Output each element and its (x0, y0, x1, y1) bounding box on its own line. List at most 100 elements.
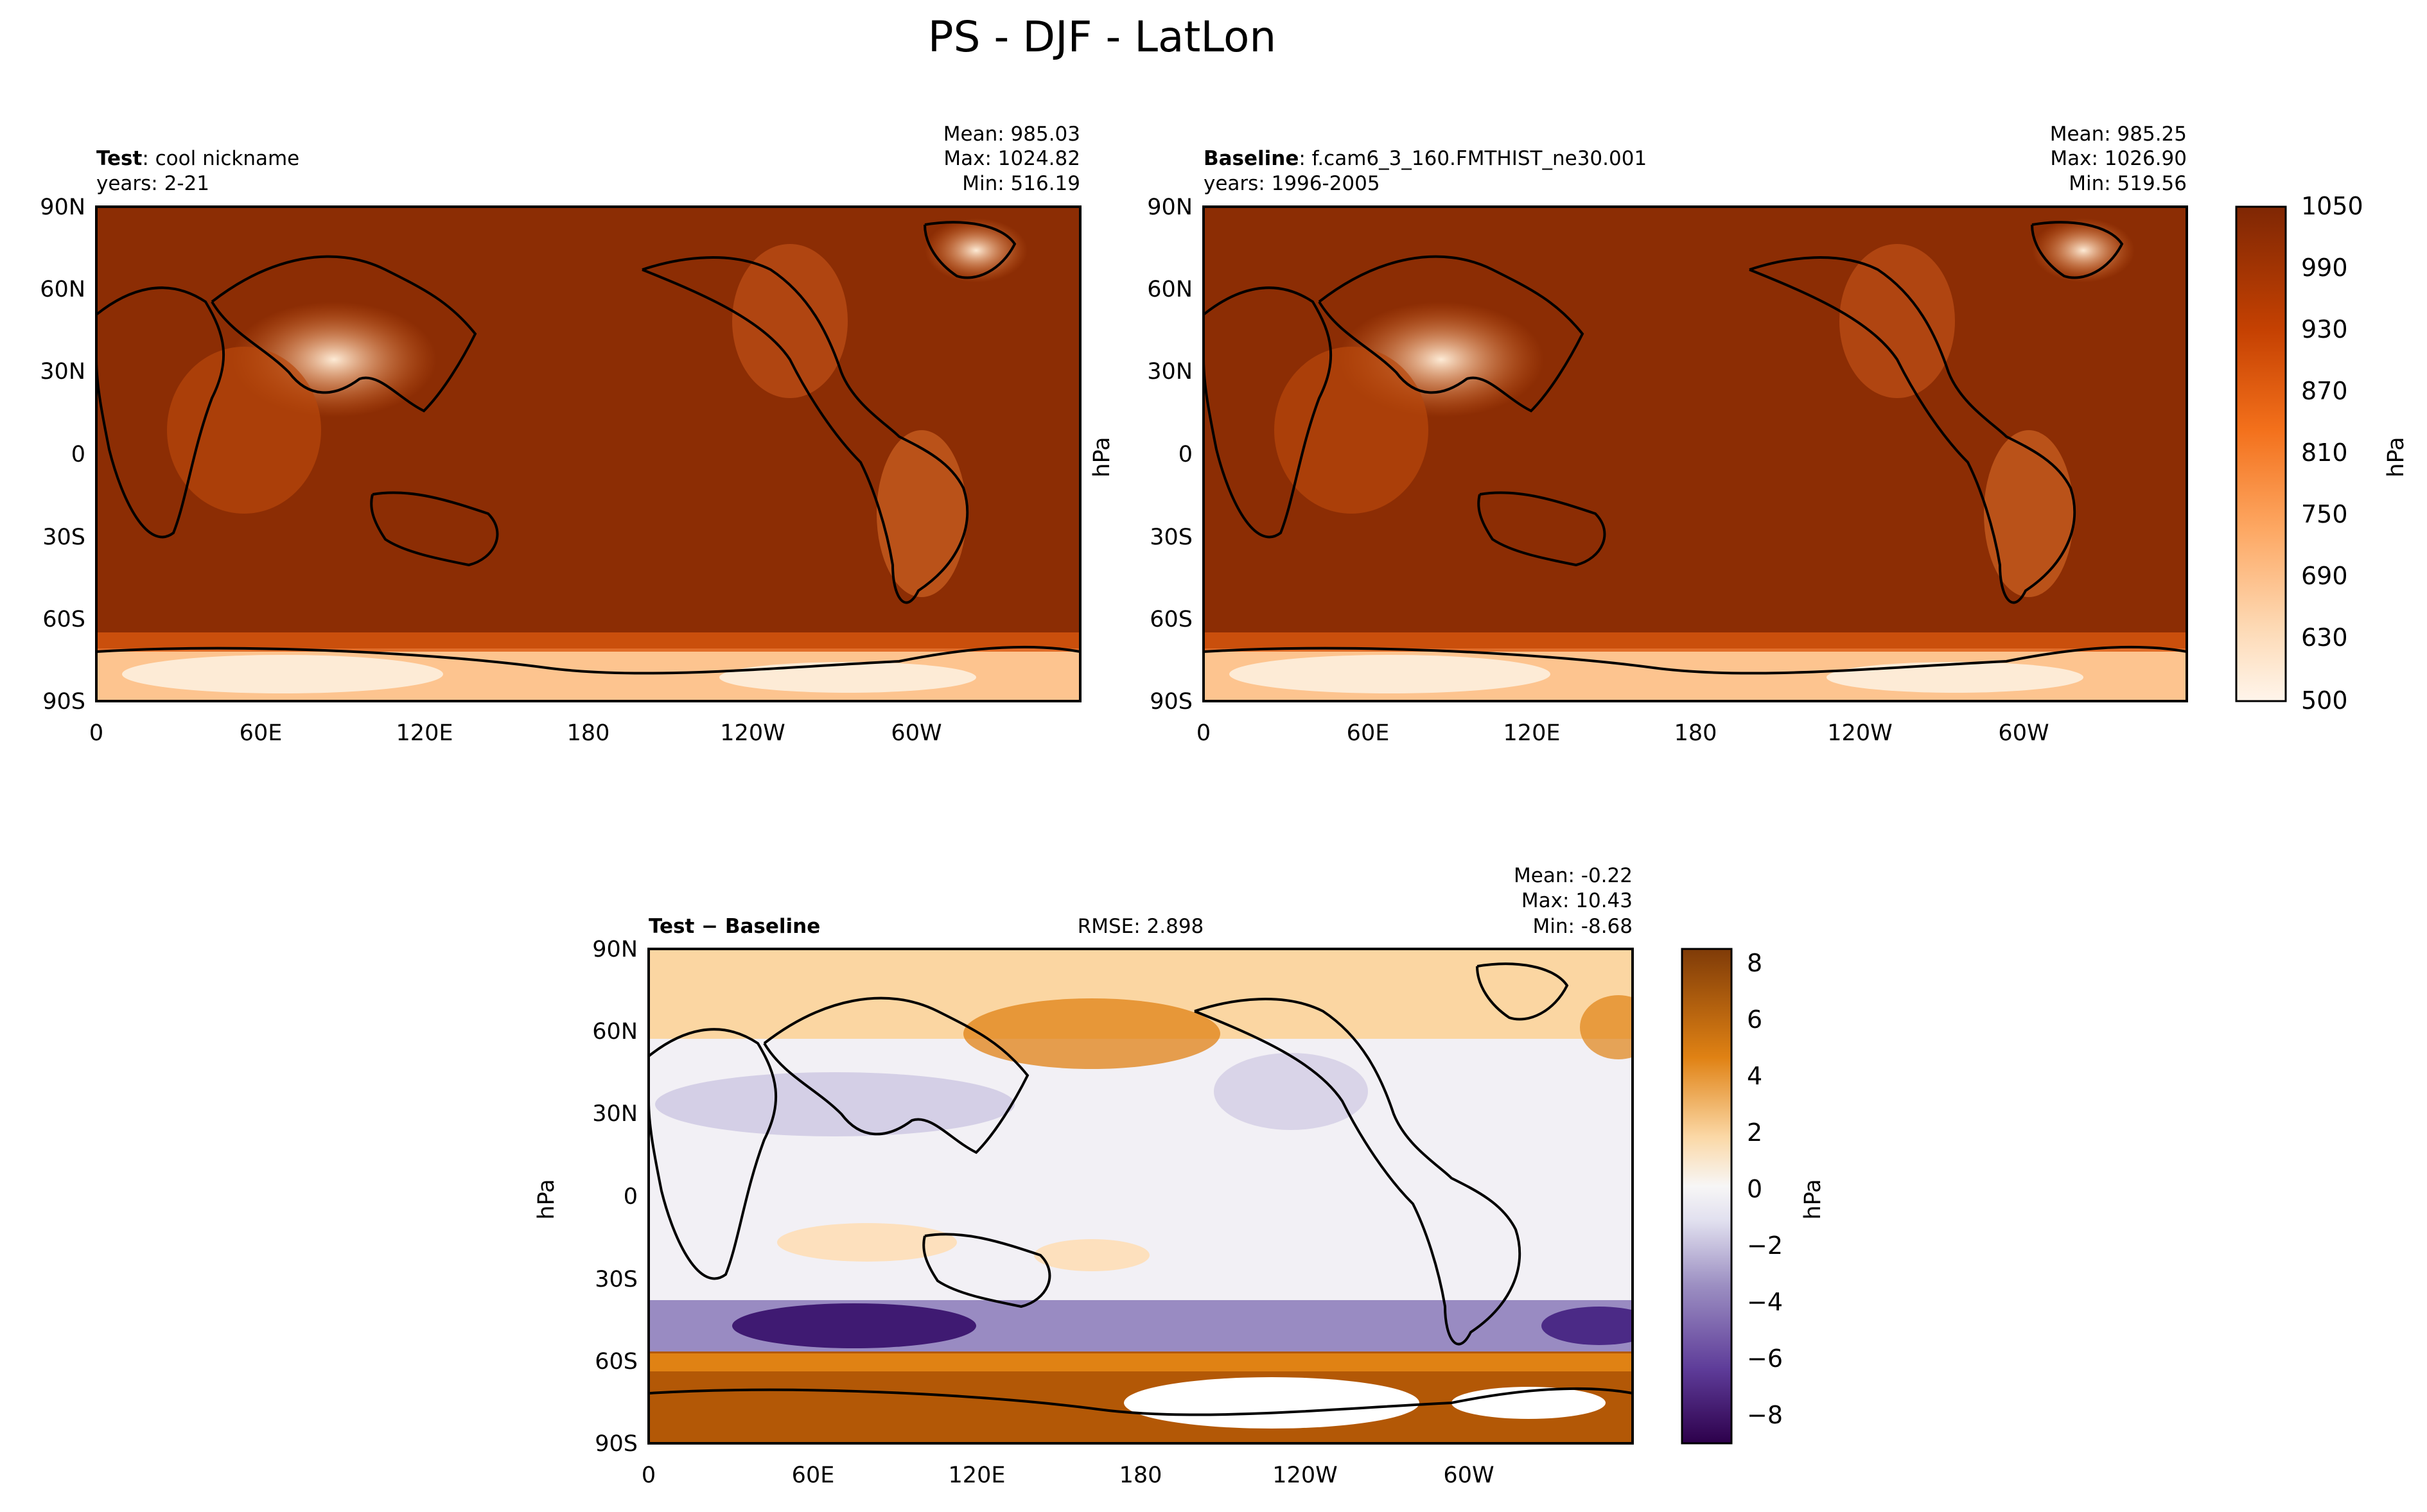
svg-text:810: 810 (2301, 439, 2348, 467)
svg-text:−4: −4 (1747, 1288, 1783, 1316)
colorbar-difference-ticks: 8 6 4 2 0 −2 −4 −6 −8 (1747, 949, 1783, 1429)
panel-test-yticks: 90N 60N 30N 0 30S 60S 90S (40, 195, 85, 715)
figure-title: PS - DJF - LatLon (928, 12, 1276, 62)
svg-text:990: 990 (2301, 254, 2348, 282)
colorbar-difference-label: hPa (1800, 1179, 1826, 1219)
panel-diff-rmse: RMSE: 2.898 (1078, 915, 1204, 938)
svg-text:6: 6 (1747, 1005, 1762, 1034)
svg-text:180: 180 (1674, 720, 1717, 746)
panel-baseline-xticks: 0 60E 120E 180 120W 60W (1196, 720, 2049, 746)
panel-diff: Test − Baseline RMSE: 2.898 Mean: -0.22 … (534, 864, 1634, 1488)
svg-text:1050: 1050 (2301, 192, 2363, 220)
colorbar-difference: 8 6 4 2 0 −2 −4 −6 −8 hPa (1681, 948, 1826, 1445)
svg-text:0: 0 (1178, 442, 1193, 467)
svg-text:60W: 60W (1443, 1463, 1494, 1488)
svg-text:60W: 60W (1998, 720, 2049, 746)
svg-text:630: 630 (2301, 623, 2348, 652)
svg-text:90N: 90N (1147, 195, 1193, 220)
svg-text:0: 0 (1747, 1175, 1762, 1203)
svg-text:180: 180 (1119, 1463, 1162, 1488)
panel-test: Test: cool nickname years: 2-21 Mean: 98… (40, 123, 1082, 746)
panel-baseline-max: Max: 1026.90 (2050, 147, 2187, 170)
svg-text:120W: 120W (1827, 720, 1892, 746)
panel-baseline-map (1204, 207, 2187, 701)
svg-text:60E: 60E (1347, 720, 1390, 746)
svg-text:90N: 90N (592, 937, 638, 962)
svg-text:120W: 120W (1272, 1463, 1337, 1488)
colorbar-absolute: 1050 990 930 870 810 750 690 630 500 hPa (2235, 192, 2409, 715)
svg-text:180: 180 (567, 720, 610, 746)
panel-test-label: Test: cool nickname (96, 147, 299, 170)
svg-text:930: 930 (2301, 315, 2348, 343)
coastlines (649, 962, 1633, 1416)
svg-text:8: 8 (1747, 949, 1762, 977)
panel-diff-label: Test − Baseline (649, 915, 820, 938)
svg-text:30S: 30S (1150, 525, 1193, 550)
svg-text:90N: 90N (40, 195, 85, 220)
svg-text:−2: −2 (1747, 1231, 1783, 1260)
panel-diff-ylabel: hPa (534, 1179, 559, 1219)
panel-test-xticks: 0 60E 120E 180 120W 60W (89, 720, 942, 746)
panel-test-frame (95, 205, 1082, 702)
panel-diff-mean: Mean: -0.22 (1514, 864, 1633, 887)
svg-text:0: 0 (71, 442, 85, 467)
svg-text:500: 500 (2301, 686, 2348, 715)
svg-text:90S: 90S (1150, 689, 1193, 715)
svg-text:870: 870 (2301, 377, 2348, 405)
svg-text:120E: 120E (949, 1463, 1006, 1488)
svg-text:60N: 60N (40, 277, 85, 302)
panel-baseline-years: years: 1996-2005 (1204, 172, 1380, 195)
svg-text:30N: 30N (40, 359, 85, 385)
panel-baseline-label: Baseline: f.cam6_3_160.FMTHIST_ne30.001 (1204, 147, 1647, 170)
svg-text:120E: 120E (1503, 720, 1561, 746)
svg-text:60E: 60E (792, 1463, 835, 1488)
panel-baseline: Baseline: f.cam6_3_160.FMTHIST_ne30.001 … (1089, 123, 2188, 746)
svg-text:0: 0 (642, 1463, 656, 1488)
panel-test-max: Max: 1024.82 (943, 147, 1080, 170)
colorbar-absolute-label: hPa (2383, 437, 2409, 477)
svg-text:60W: 60W (891, 720, 942, 746)
panel-diff-max: Max: 10.43 (1521, 889, 1633, 912)
svg-text:60S: 60S (1150, 607, 1193, 632)
panel-diff-min: Min: -8.68 (1532, 915, 1633, 938)
colorbar-difference-gradient (1681, 948, 1733, 1445)
svg-text:60E: 60E (240, 720, 283, 746)
svg-text:0: 0 (624, 1184, 638, 1210)
svg-text:30N: 30N (592, 1101, 638, 1127)
svg-text:60S: 60S (42, 607, 85, 632)
panel-baseline-frame (1202, 205, 2188, 702)
svg-text:60N: 60N (592, 1019, 638, 1045)
svg-text:750: 750 (2301, 500, 2348, 528)
panel-diff-frame (647, 948, 1634, 1445)
panel-baseline-yticks: 90N 60N 30N 0 30S 60S 90S (1147, 195, 1193, 715)
colorbar-absolute-gradient (2235, 205, 2287, 702)
svg-text:0: 0 (1196, 720, 1211, 746)
panel-test-min: Min: 516.19 (962, 172, 1080, 195)
svg-text:30S: 30S (595, 1267, 638, 1292)
panel-diff-yticks: 90N 60N 30N 0 30S 60S 90S (592, 937, 638, 1457)
panel-test-mean: Mean: 985.03 (943, 123, 1080, 146)
svg-text:30S: 30S (42, 525, 85, 550)
svg-text:90S: 90S (42, 689, 85, 715)
svg-text:0: 0 (89, 720, 103, 746)
svg-text:30N: 30N (1147, 359, 1193, 385)
coastlines (1204, 221, 2187, 675)
panel-diff-xticks: 0 60E 120E 180 120W 60W (642, 1463, 1494, 1488)
svg-text:2: 2 (1747, 1118, 1762, 1147)
colorbar-absolute-ticks: 1050 990 930 870 810 750 690 630 500 (2301, 192, 2363, 715)
svg-text:4: 4 (1747, 1062, 1762, 1090)
svg-text:60N: 60N (1147, 277, 1193, 302)
svg-text:−8: −8 (1747, 1401, 1783, 1429)
coastlines (96, 221, 1080, 675)
panel-test-map (96, 207, 1080, 701)
panel-diff-map (649, 949, 1633, 1443)
masked-region (1124, 1377, 1419, 1429)
svg-text:−6: −6 (1747, 1344, 1783, 1373)
panel-test-years: years: 2-21 (96, 172, 209, 195)
panel-baseline-min: Min: 519.56 (2069, 172, 2187, 195)
panel-baseline-ylabel: hPa (1089, 437, 1115, 477)
svg-text:60S: 60S (595, 1349, 638, 1375)
svg-text:90S: 90S (595, 1431, 638, 1457)
svg-text:120W: 120W (720, 720, 785, 746)
